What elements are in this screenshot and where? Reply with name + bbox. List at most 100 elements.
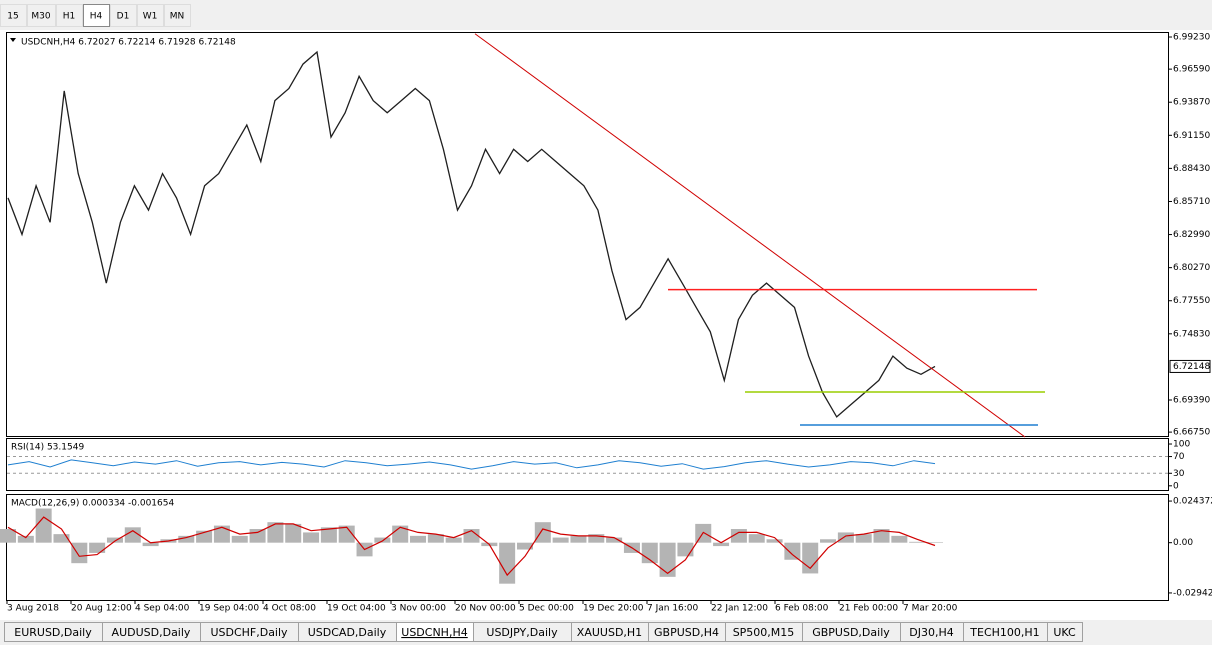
x-tick-label: 19 Oct 04:00	[327, 604, 386, 614]
macd-bar	[267, 522, 284, 543]
macd-bar	[106, 537, 123, 543]
macd-bar	[927, 542, 943, 543]
timeframe-label[interactable]: 15	[7, 12, 18, 22]
timeframe-button[interactable]	[0, 4, 27, 27]
y-tick-label: 6.66750	[1173, 428, 1210, 438]
chart-tab-label[interactable]: SP500,M15	[733, 626, 795, 639]
macd-bar	[410, 535, 427, 543]
x-tick-label: 20 Nov 00:00	[455, 604, 516, 614]
rsi-line	[7, 459, 936, 470]
last-price-box	[1169, 359, 1211, 373]
macd-bar	[873, 529, 890, 543]
macd-bar	[570, 535, 587, 543]
macd-bar	[249, 529, 266, 543]
y-tick-label: 70	[1173, 452, 1185, 462]
macd-bar	[606, 537, 623, 543]
trendline	[474, 33, 1026, 438]
timeframe-button[interactable]	[83, 4, 110, 27]
macd-bar	[53, 534, 70, 543]
macd-bar	[641, 542, 658, 564]
macd-bar	[392, 525, 409, 543]
chart-tab-label[interactable]: USDCNH,H4	[401, 626, 467, 639]
x-tick-label: 4 Oct 08:00	[263, 604, 316, 614]
timeframe-label[interactable]: H1	[63, 12, 76, 22]
y-tick-label: 6.74830	[1173, 329, 1210, 339]
chart-tab-label[interactable]: XAUUSD,H1	[577, 626, 642, 639]
y-tick-label: 6.96590	[1173, 65, 1210, 75]
macd-bar	[516, 542, 533, 550]
macd-panel	[6, 494, 1169, 601]
x-tick-label: 22 Jan 12:00	[711, 604, 768, 614]
macd-bar	[766, 539, 783, 543]
chart-tab-label[interactable]: EURUSD,Daily	[14, 626, 92, 639]
macd-bar	[499, 542, 516, 584]
chart-tab-label[interactable]: TECH100,H1	[969, 626, 1039, 639]
collapse-icon	[10, 38, 16, 42]
macd-bar	[374, 537, 391, 543]
x-tick-label: 19 Dec 20:00	[583, 604, 644, 614]
chart-tab-label[interactable]: USDCAD,Daily	[308, 626, 387, 639]
chart-tab-label[interactable]: USDJPY,Daily	[486, 626, 558, 639]
x-tick-label: 19 Sep 04:00	[199, 604, 259, 614]
macd-bar	[748, 534, 765, 543]
chart-tab-label[interactable]: UKC	[1053, 626, 1076, 639]
timeframe-label[interactable]: W1	[143, 12, 158, 22]
timeframe-button[interactable]	[137, 4, 164, 27]
timeframe-label[interactable]: MN	[170, 12, 185, 22]
y-tick-label: 6.93870	[1173, 98, 1210, 108]
chart-tab-label[interactable]: GBPUSD,Daily	[812, 626, 890, 639]
y-tick-label: 30	[1173, 469, 1185, 479]
x-tick-label: 6 Feb 08:00	[775, 604, 829, 614]
macd-bar	[71, 542, 88, 564]
y-tick-label: 6.88430	[1173, 164, 1210, 174]
macd-bar	[17, 535, 34, 543]
macd-bar	[534, 522, 551, 543]
chart-tab-label[interactable]: USDCHF,Daily	[210, 626, 288, 639]
macd-bar	[784, 542, 801, 560]
x-tick-label: 4 Sep 04:00	[135, 604, 190, 614]
macd-bar	[124, 527, 141, 543]
macd-bar	[338, 525, 355, 543]
y-tick-label: 6.91150	[1173, 131, 1210, 141]
y-tick-label: -0.029423	[1173, 588, 1212, 598]
macd-bar	[89, 542, 106, 553]
macd-bar	[713, 542, 730, 547]
chart-tab[interactable]	[1047, 622, 1083, 642]
timeframe-label[interactable]: H4	[90, 12, 103, 22]
signal-line	[7, 516, 936, 577]
timeframe-label[interactable]: D1	[117, 12, 130, 22]
x-tick-label: 7 Jan 16:00	[647, 604, 699, 614]
macd-bar	[820, 539, 837, 543]
macd-bar	[320, 527, 337, 543]
y-tick-label: 6.80270	[1173, 263, 1210, 273]
timeframe-button[interactable]	[27, 4, 56, 27]
macd-bar	[35, 508, 52, 543]
chart-tab-label[interactable]: AUDUSD,Daily	[112, 626, 191, 639]
timeframe-label[interactable]: M30	[31, 12, 50, 22]
macd-bar	[196, 530, 213, 543]
macd-bar	[552, 537, 569, 543]
chart-tab-label[interactable]: GBPUSD,H4	[654, 626, 719, 639]
toolbar	[0, 0, 1212, 30]
price-line	[7, 50, 936, 418]
x-tick-label: 20 Aug 12:00	[71, 604, 132, 614]
x-tick-label: 3 Aug 2018	[7, 604, 59, 614]
timeframe-button[interactable]	[56, 4, 83, 27]
timeframe-button[interactable]	[110, 4, 137, 27]
macd-bar	[142, 542, 159, 547]
macd-bar	[891, 535, 908, 543]
chart-tab-label[interactable]: DJ30,H4	[909, 626, 953, 639]
timeframe-button[interactable]	[164, 4, 191, 27]
macd-bar	[909, 541, 926, 543]
x-tick-label: 5 Dec 00:00	[519, 604, 574, 614]
macd-bar	[231, 535, 248, 543]
macd-bar	[303, 532, 320, 543]
y-tick-label: 6.77550	[1173, 296, 1210, 306]
macd-bar	[213, 525, 230, 543]
y-tick-label: 6.69390	[1173, 395, 1210, 405]
y-tick-label: 6.99230	[1173, 33, 1210, 43]
macd-header: MACD(12,26,9) 0.000334 -0.001654	[11, 499, 174, 509]
chart-window	[0, 30, 1212, 620]
